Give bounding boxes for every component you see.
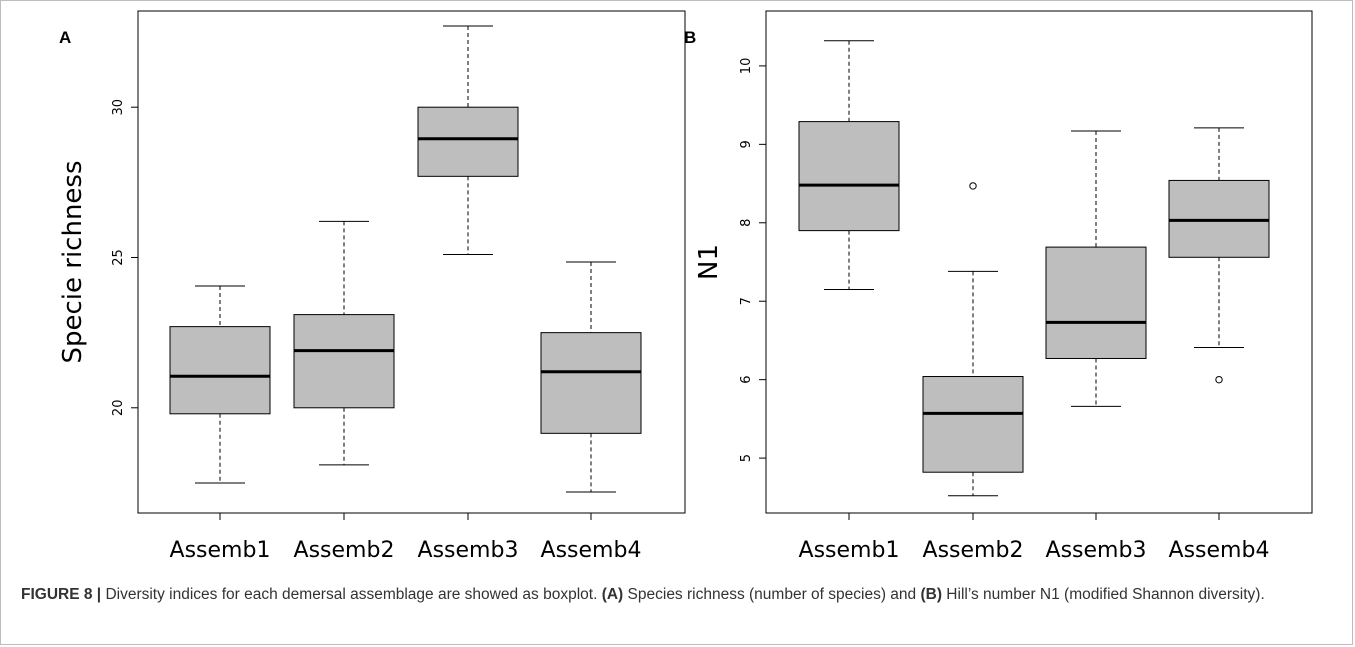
caption-text-1: Diversity indices for each demersal asse… (101, 586, 602, 603)
figure-label: FIGURE 8 | (21, 586, 102, 603)
y-tick-label: 5 (739, 454, 754, 462)
x-tick-label: Assemb1 (799, 538, 900, 563)
panel-label: B (684, 28, 696, 47)
x-tick-label: Assemb4 (541, 538, 642, 563)
caption-label-b: (B) (920, 586, 942, 603)
outlier-point (969, 182, 977, 190)
y-tick-label: 20 (111, 400, 126, 417)
boxplot-figure: A Specie richness 20 25 30 Assemb1 Assemb2 Asse… (58, 10, 1313, 563)
y-tick-label: 10 (739, 58, 754, 75)
x-tick-label: Assemb1 (170, 538, 271, 563)
plot-frame (765, 10, 1313, 514)
panel-label: A (59, 28, 71, 47)
y-tick-label: 30 (111, 99, 126, 116)
caption-text-2: Species richness (number of species) and (623, 586, 921, 603)
y-tick-label: 6 (739, 376, 754, 384)
box-assemb3 (417, 106, 519, 177)
y-tick-label: 8 (739, 219, 754, 227)
box-assemb2 (293, 314, 395, 409)
x-tick-label: Assemb2 (923, 538, 1024, 563)
box-assemb2 (922, 376, 1024, 473)
box-assemb3 (1045, 246, 1147, 359)
box-assemb4 (540, 332, 642, 434)
x-tick-label: Assemb2 (294, 538, 395, 563)
caption-text-3: Hill’s number N1 (modified Shannon diver… (942, 586, 1265, 603)
y-axis-label: N1 (694, 244, 724, 280)
y-axis-label: Specie richness (58, 160, 88, 363)
y-tick-label: 7 (739, 297, 754, 305)
y-tick-label: 9 (739, 140, 754, 148)
box-assemb1 (798, 121, 900, 232)
plot-frame (137, 10, 686, 514)
x-tick-label: Assemb3 (1046, 538, 1147, 563)
box-assemb1 (169, 326, 271, 415)
caption-label-a: (A) (601, 586, 624, 603)
x-tick-label: Assemb4 (1169, 538, 1270, 563)
y-tick-label: 25 (111, 249, 126, 266)
outlier-point (1215, 375, 1223, 384)
x-tick-label: Assemb3 (418, 538, 519, 563)
box-assemb4 (1168, 179, 1270, 258)
figure-caption: FIGURE 8 | Diversity indices for each de… (21, 584, 1331, 606)
